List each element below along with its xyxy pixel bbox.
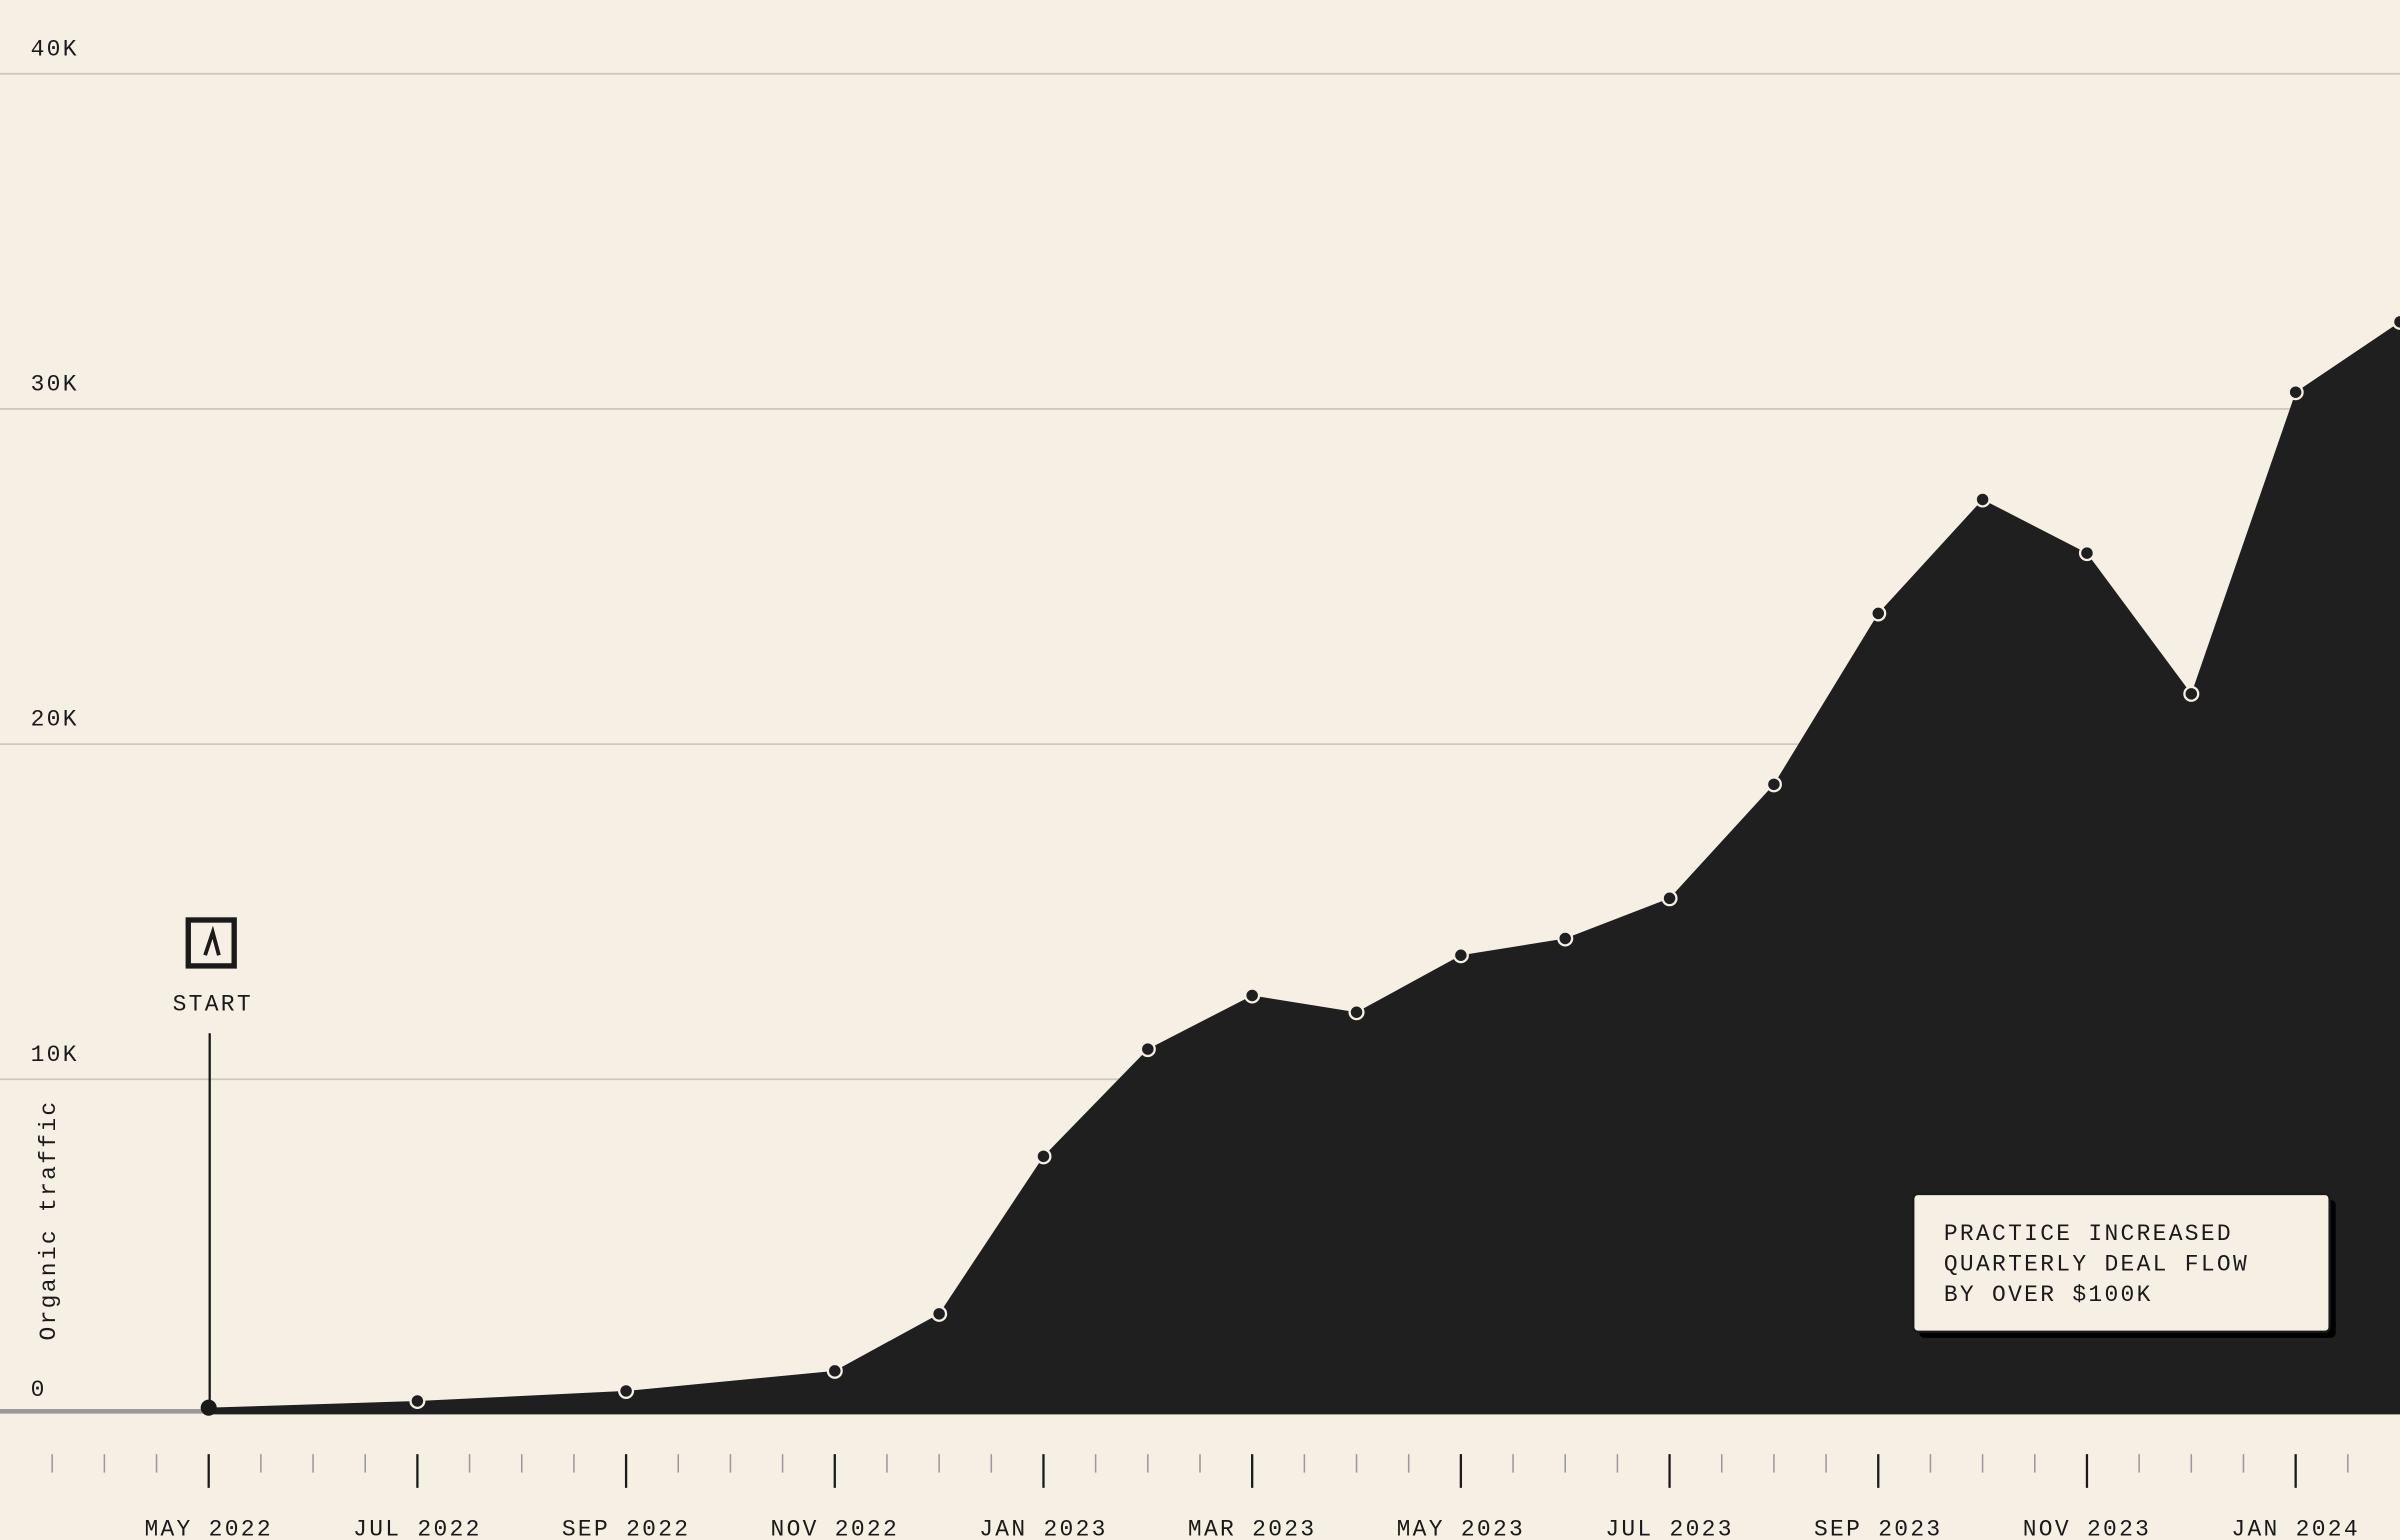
point [1244, 987, 1261, 1004]
y-tick-label: 20K [31, 707, 79, 733]
point [1557, 930, 1574, 947]
point [1765, 776, 1782, 793]
point [1452, 947, 1469, 964]
point [1870, 605, 1887, 622]
start-icon [185, 917, 237, 969]
annotation-line: QUARTERLY DEAL FLOW [1944, 1252, 2249, 1278]
area [208, 321, 2400, 1415]
annotation-line: BY OVER $100K [1944, 1282, 2153, 1308]
plot [0, 313, 2400, 1416]
point [409, 1392, 426, 1410]
point [2183, 685, 2200, 702]
annotation: PRACTICE INCREASED QUARTERLY DEAL FLOW BY … [1944, 1221, 2249, 1308]
y-tick-label: 0 [31, 1377, 47, 1403]
x-tick-label: MAY 2022 [144, 1516, 272, 1540]
point [931, 1305, 948, 1322]
point [1348, 1004, 1365, 1021]
x-tick-label: JAN 2024 [2231, 1516, 2360, 1540]
start-label: START [173, 991, 253, 1017]
x-tick-label: JUL 2023 [1605, 1516, 1734, 1540]
annotation-line: PRACTICE INCREASED [1944, 1221, 2233, 1247]
start-icon-glyph [203, 925, 221, 956]
x-tick-label: SEP 2022 [562, 1516, 691, 1540]
point [2287, 384, 2304, 401]
x-tick-label: NOV 2022 [771, 1516, 900, 1540]
x-tick-label: MAY 2023 [1397, 1516, 1526, 1540]
x-tick-label: NOV 2023 [2023, 1516, 2152, 1540]
point [826, 1362, 843, 1379]
point [618, 1382, 635, 1399]
point [2391, 313, 2400, 330]
y-tick-label: 10K [31, 1042, 79, 1068]
point [1661, 890, 1678, 907]
y-tick-label: 40K [31, 36, 79, 62]
annotation-box [1912, 1192, 2331, 1333]
point [1035, 1148, 1052, 1165]
y-tick-label: 30K [31, 372, 79, 398]
point [2078, 545, 2095, 562]
x-tick-label: MAR 2023 [1188, 1516, 1317, 1540]
point [1139, 1041, 1156, 1058]
x-tick-label: JAN 2023 [979, 1516, 1107, 1540]
point [1974, 491, 1991, 508]
x-tick-label: SEP 2023 [1814, 1516, 1943, 1540]
y-axis-label: Organic traffic [36, 1100, 62, 1341]
x-tick-label: JUL 2022 [353, 1516, 482, 1540]
